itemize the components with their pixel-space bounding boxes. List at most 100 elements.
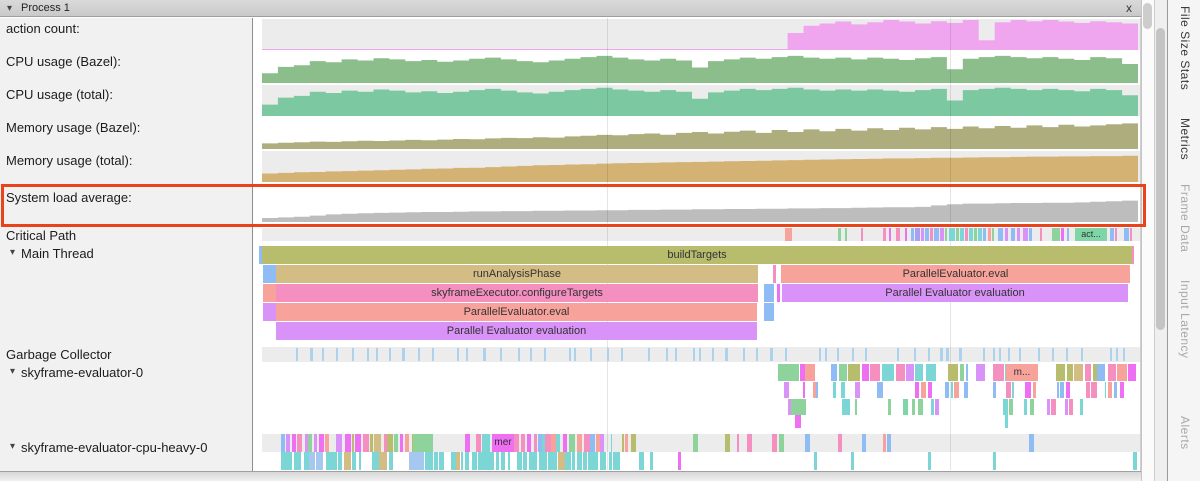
trace-event[interactable] bbox=[565, 452, 572, 470]
trace-event[interactable] bbox=[772, 434, 777, 452]
flame-bar-buildtargets[interactable]: buildTargets bbox=[262, 246, 1132, 264]
critical-path-event[interactable] bbox=[845, 228, 847, 241]
trace-event[interactable] bbox=[625, 434, 629, 452]
trace-event[interactable] bbox=[855, 399, 858, 415]
trace-event[interactable] bbox=[931, 399, 935, 415]
trace-event[interactable] bbox=[529, 452, 537, 470]
trace-event[interactable] bbox=[1128, 364, 1136, 381]
flame-bar[interactable] bbox=[263, 265, 276, 283]
trace-event[interactable] bbox=[363, 434, 370, 452]
trace-event[interactable] bbox=[292, 434, 297, 452]
flame-bar[interactable] bbox=[764, 303, 774, 321]
flame-bar[interactable] bbox=[777, 284, 780, 302]
trace-event[interactable] bbox=[1033, 382, 1037, 398]
critical-path-event[interactable] bbox=[1115, 228, 1117, 241]
flame-bar[interactable] bbox=[1132, 246, 1134, 264]
trace-event[interactable] bbox=[551, 434, 556, 452]
trace-event[interactable] bbox=[842, 399, 847, 415]
horizontal-scrollbar[interactable] bbox=[0, 471, 1167, 481]
critical-path-event[interactable] bbox=[838, 228, 841, 241]
trace-event[interactable] bbox=[600, 434, 605, 452]
trace-event[interactable] bbox=[1086, 382, 1091, 398]
trace-event[interactable] bbox=[838, 434, 842, 452]
trace-event[interactable] bbox=[482, 434, 485, 452]
trace-event[interactable] bbox=[918, 399, 923, 415]
trace-event[interactable] bbox=[545, 434, 551, 452]
trace-event[interactable] bbox=[425, 452, 433, 470]
trace-event[interactable] bbox=[476, 434, 482, 452]
trace-event[interactable] bbox=[800, 364, 806, 381]
trace-event[interactable] bbox=[577, 434, 580, 452]
row-label-main-thread[interactable]: ▾ Main Thread bbox=[10, 246, 94, 264]
trace-event[interactable] bbox=[596, 434, 600, 452]
trace-event[interactable] bbox=[439, 452, 445, 470]
counter-chart-memory-usage-total[interactable] bbox=[262, 151, 1138, 182]
trace-event[interactable] bbox=[609, 452, 613, 470]
trace-event[interactable] bbox=[1085, 364, 1091, 381]
trace-event[interactable] bbox=[862, 364, 870, 381]
trace-event[interactable] bbox=[496, 452, 500, 470]
trace-event[interactable] bbox=[1012, 382, 1015, 398]
trace-event[interactable] bbox=[472, 452, 477, 470]
critical-path-event[interactable] bbox=[965, 228, 968, 241]
critical-path-event[interactable] bbox=[1124, 228, 1129, 241]
trace-event[interactable] bbox=[372, 452, 379, 470]
critical-path-event[interactable] bbox=[861, 228, 863, 241]
trace-event[interactable] bbox=[788, 364, 799, 381]
trace-event[interactable] bbox=[935, 399, 940, 415]
trace-event[interactable] bbox=[951, 382, 954, 398]
trace-event[interactable] bbox=[580, 434, 583, 452]
expander-icon[interactable]: ▾ bbox=[10, 366, 16, 377]
trace-event[interactable] bbox=[389, 452, 393, 470]
trace-event[interactable] bbox=[791, 399, 806, 415]
trace-event[interactable] bbox=[384, 434, 388, 452]
trace-event[interactable] bbox=[534, 434, 537, 452]
critical-path-event[interactable] bbox=[969, 228, 973, 241]
trace-event[interactable] bbox=[993, 382, 996, 398]
trace-event[interactable] bbox=[814, 452, 817, 470]
trace-event[interactable] bbox=[784, 382, 789, 398]
trace-event[interactable] bbox=[297, 434, 303, 452]
trace-event[interactable] bbox=[374, 434, 381, 452]
critical-path-event[interactable] bbox=[785, 228, 792, 241]
critical-path-event[interactable] bbox=[1061, 228, 1064, 241]
trace-event[interactable] bbox=[1114, 382, 1118, 398]
critical-path-event[interactable] bbox=[945, 228, 947, 241]
trace-event[interactable] bbox=[921, 382, 924, 398]
critical-path-event[interactable] bbox=[1130, 228, 1132, 241]
trace-event[interactable] bbox=[1057, 382, 1060, 398]
critical-path-event[interactable] bbox=[974, 228, 977, 241]
trace-event[interactable] bbox=[1069, 399, 1074, 415]
trace-event[interactable] bbox=[954, 382, 960, 398]
critical-path-event[interactable] bbox=[915, 228, 920, 241]
trace-event[interactable] bbox=[1108, 364, 1117, 381]
trace-event[interactable] bbox=[413, 434, 433, 452]
trace-event[interactable] bbox=[887, 434, 892, 452]
trace-event[interactable] bbox=[841, 382, 845, 398]
trace-event[interactable] bbox=[831, 364, 838, 381]
trace-event[interactable] bbox=[400, 434, 404, 452]
trace-event[interactable] bbox=[915, 382, 920, 398]
trace-event[interactable] bbox=[370, 434, 374, 452]
critical-path-event[interactable] bbox=[889, 228, 891, 241]
critical-path-event[interactable] bbox=[905, 228, 907, 241]
trace-event[interactable] bbox=[839, 364, 848, 381]
trace-event[interactable] bbox=[851, 452, 854, 470]
trace-event[interactable] bbox=[1051, 399, 1056, 415]
trace-event[interactable] bbox=[554, 452, 557, 470]
trace-event[interactable] bbox=[993, 452, 996, 470]
tab-frame-data[interactable]: Frame Data bbox=[1178, 184, 1192, 253]
trace-event[interactable] bbox=[501, 452, 506, 470]
trace-event[interactable] bbox=[1005, 415, 1008, 428]
trace-event[interactable] bbox=[486, 452, 494, 470]
trace-event[interactable] bbox=[451, 452, 456, 470]
critical-path-event[interactable] bbox=[1023, 228, 1028, 241]
trace-event[interactable] bbox=[325, 434, 329, 452]
trace-event[interactable] bbox=[456, 452, 460, 470]
trace-event[interactable] bbox=[693, 434, 698, 452]
trace-event[interactable] bbox=[788, 399, 791, 415]
trace-event[interactable] bbox=[1065, 399, 1068, 415]
trace-event[interactable] bbox=[352, 434, 355, 452]
critical-path-event[interactable] bbox=[934, 228, 939, 241]
trace-event[interactable] bbox=[461, 452, 464, 470]
